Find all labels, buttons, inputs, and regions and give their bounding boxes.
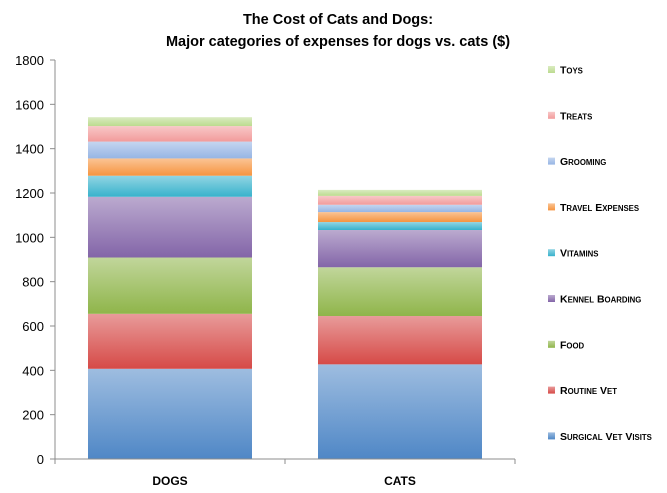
legend-label-routine-vet: ROUTINE VET [560,385,617,397]
bar-segment-cats-treats [318,195,482,205]
bar-segment-cats-surgical-vet-visits [318,364,482,459]
bar-segment-dogs-kennel-boarding [88,196,252,258]
bar-segment-dogs-vitamins [88,175,252,197]
x-category-label-dogs: DOGS [152,474,187,488]
bar-segment-dogs-routine-vet [88,313,252,369]
bars-group [88,117,482,459]
legend-swatch-surgical-vet-visits [548,432,555,440]
y-tick-label: 0 [37,452,44,467]
chart-subtitle: Major categories of expenses for dogs vs… [166,34,510,50]
y-tick-label: 1000 [15,230,44,245]
x-axis: DOGS CATS [54,458,516,488]
y-tick-label: 1400 [15,142,44,157]
chart-title: The Cost of Cats and Dogs: [243,12,433,28]
bar-segment-dogs-travel-expenses [88,158,252,176]
bar-segment-cats-grooming [318,204,482,213]
legend-swatch-travel-expenses [548,203,555,211]
y-tick-label: 800 [22,275,44,290]
legend-swatch-grooming [548,157,555,165]
legend-label-surgical-vet-visits: SURGICAL VET VISITS [560,431,652,443]
y-axis: 0 200 400 600 800 1000 1200 1400 1600 1800 [15,53,56,467]
bar-segment-cats-travel-expenses [318,212,482,223]
bar-segment-dogs-grooming [88,141,252,159]
bar-segment-cats-toys [318,189,482,196]
bar-segment-dogs-surgical-vet-visits [88,368,252,459]
legend-swatch-vitamins [548,249,555,257]
legend-label-treats: TREATS [560,110,592,122]
bar-segment-cats-vitamins [318,222,482,231]
y-tick-label: 600 [22,319,44,334]
legend-label-kennel-boarding: KENNEL BOARDING [560,294,641,306]
bar-segment-dogs-toys [88,117,252,127]
legend-swatch-kennel-boarding [548,295,555,302]
legend-label-food: FOOD [560,339,585,351]
bar-segment-cats-food [318,267,482,317]
bar-segment-dogs-treats [88,126,252,142]
legend-swatch-food [548,340,555,348]
y-tick-label: 1600 [15,97,44,112]
legend-swatch-treats [548,111,555,119]
x-category-label-cats: CATS [384,474,416,488]
bar-segment-cats-routine-vet [318,316,482,365]
y-tick-label: 200 [22,408,44,423]
legend: TOYS TREATS GROOMING TRAVEL EXPENSES VITAMIN… [548,65,652,443]
y-tick-label: 400 [22,363,44,378]
legend-swatch-routine-vet [548,386,555,394]
legend-label-vitamins: VITAMINS [560,248,599,260]
y-tick-label: 1200 [15,186,44,201]
legend-label-grooming: GROOMING [560,156,606,168]
legend-swatch-toys [548,66,555,73]
bar-segment-cats-kennel-boarding [318,230,482,268]
legend-label-toys: TOYS [560,65,583,77]
legend-label-travel-expenses: TRAVEL EXPENSES [560,202,639,214]
bar-segment-dogs-food [88,257,252,314]
y-tick-label: 1800 [15,53,44,68]
